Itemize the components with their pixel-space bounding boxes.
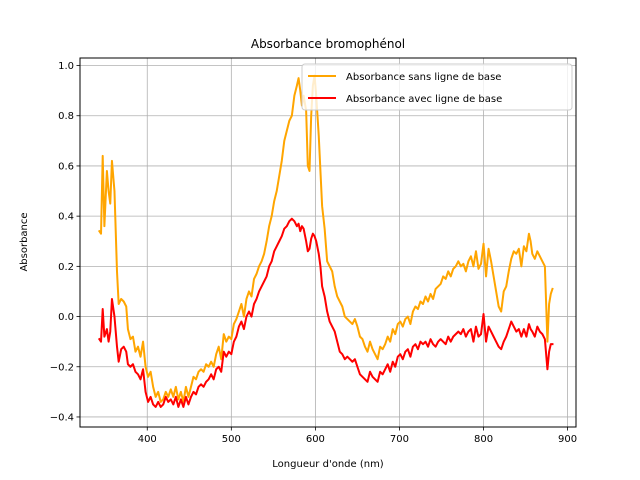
legend-box	[301, 63, 573, 111]
legend-label-avec-ligne: Absorbance avec ligne de base	[346, 94, 502, 105]
y-tick-label: 0.8	[58, 111, 74, 122]
legend: Absorbance sans ligne de base Absorbance…	[301, 63, 573, 111]
y-tick-label: −0.2	[50, 362, 74, 373]
series-line-avec-ligne-de-base	[97, 217, 554, 408]
series-line-sans-ligne-de-base	[97, 74, 554, 403]
y-tick-label: 0.6	[58, 161, 74, 172]
x-tick-label: 500	[222, 434, 241, 445]
x-tick-label: 800	[474, 434, 493, 445]
x-tick-label: 700	[390, 434, 409, 445]
x-tick-label: 600	[306, 434, 325, 445]
chart-title: Absorbance bromophénol	[251, 37, 405, 51]
x-axis: 400 500 600 700 800 900	[138, 427, 577, 445]
x-axis-label: Longueur d'onde (nm)	[272, 459, 384, 470]
plot-frame	[79, 57, 577, 428]
grid	[80, 58, 576, 427]
y-axis: −0.4 −0.2 0.0 0.2 0.4 0.6 0.8 1.0	[50, 61, 80, 423]
y-tick-label: 0.4	[58, 212, 74, 223]
y-tick-label: 0.0	[58, 312, 74, 323]
x-tick-label: 900	[558, 434, 577, 445]
y-axis-label: Absorbance	[19, 212, 30, 271]
x-tick-label: 400	[138, 434, 157, 445]
y-tick-label: −0.4	[50, 412, 74, 423]
series-lines	[97, 74, 554, 408]
y-tick-label: 0.2	[58, 262, 74, 273]
y-tick-label: 1.0	[58, 61, 74, 72]
legend-label-sans-ligne: Absorbance sans ligne de base	[346, 72, 501, 83]
